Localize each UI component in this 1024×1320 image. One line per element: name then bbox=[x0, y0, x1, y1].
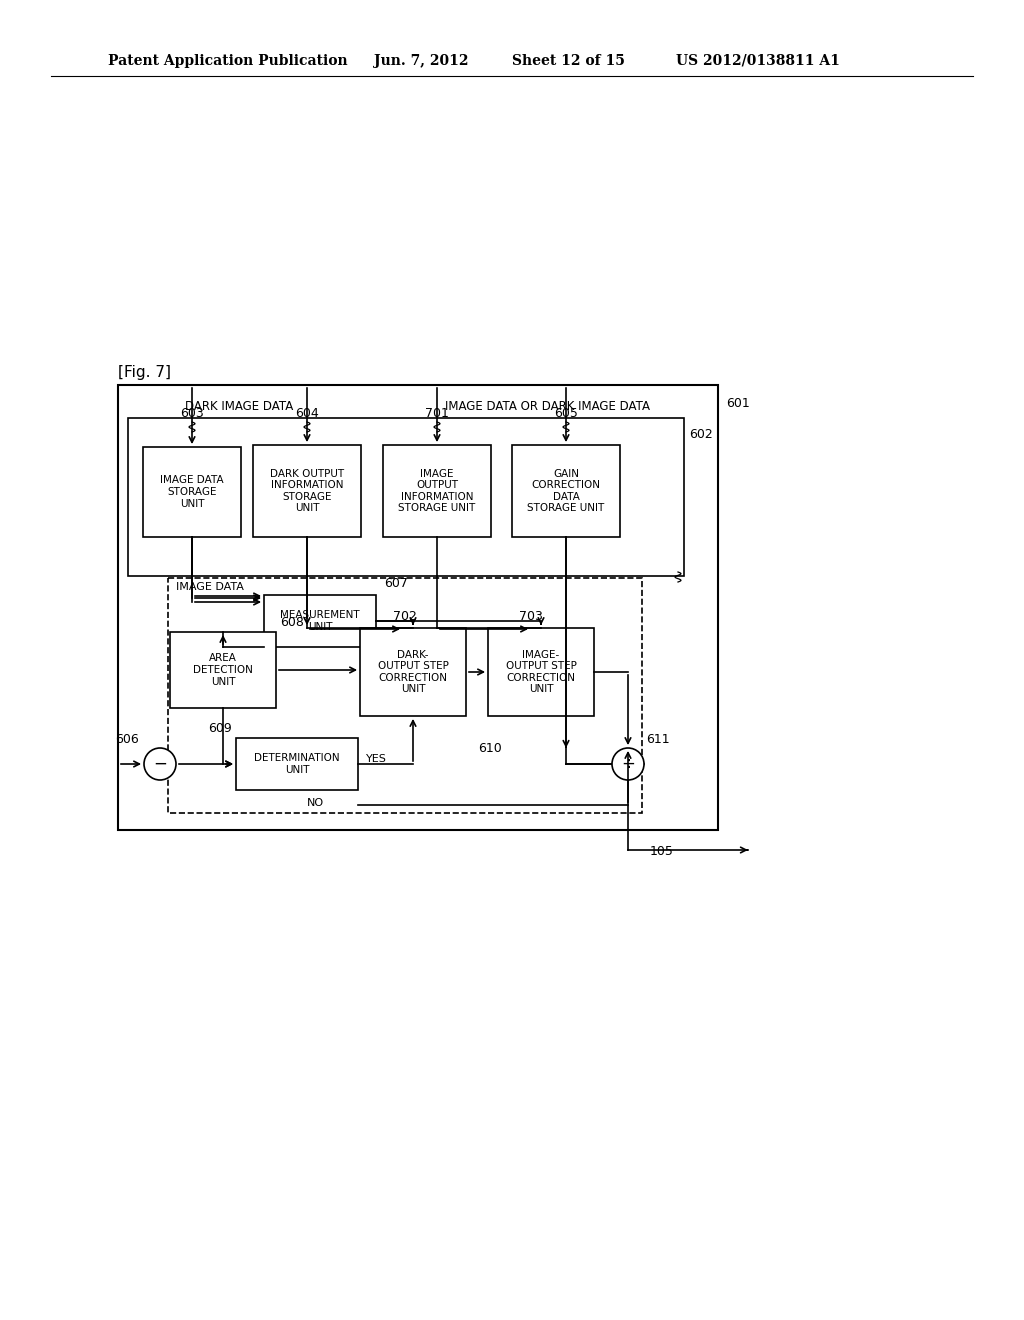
Text: 606: 606 bbox=[116, 733, 139, 746]
Text: Patent Application Publication: Patent Application Publication bbox=[108, 54, 347, 69]
Text: DARK-
OUTPUT STEP
CORRECTION
UNIT: DARK- OUTPUT STEP CORRECTION UNIT bbox=[378, 649, 449, 694]
Text: DARK OUTPUT
INFORMATION
STORAGE
UNIT: DARK OUTPUT INFORMATION STORAGE UNIT bbox=[270, 469, 344, 513]
Text: IMAGE DATA OR DARK IMAGE DATA: IMAGE DATA OR DARK IMAGE DATA bbox=[445, 400, 650, 413]
Text: 603: 603 bbox=[180, 407, 204, 420]
Text: 105: 105 bbox=[650, 845, 674, 858]
Text: −: − bbox=[153, 755, 167, 774]
Text: 702: 702 bbox=[393, 610, 417, 623]
Bar bbox=[360, 628, 466, 715]
Text: DETERMINATION
UNIT: DETERMINATION UNIT bbox=[254, 754, 340, 775]
Text: YES: YES bbox=[366, 754, 387, 764]
Text: 703: 703 bbox=[519, 610, 543, 623]
Bar bbox=[236, 738, 358, 789]
Bar bbox=[170, 632, 276, 708]
Text: IMAGE DATA
STORAGE
UNIT: IMAGE DATA STORAGE UNIT bbox=[160, 475, 224, 508]
Circle shape bbox=[144, 748, 176, 780]
Bar bbox=[264, 595, 376, 647]
Text: 608: 608 bbox=[280, 616, 304, 630]
Text: 609: 609 bbox=[208, 722, 232, 735]
Bar bbox=[118, 385, 718, 830]
Text: 605: 605 bbox=[554, 407, 578, 420]
Text: 604: 604 bbox=[295, 407, 318, 420]
Bar bbox=[512, 445, 620, 537]
Text: 610: 610 bbox=[478, 742, 502, 755]
Text: [Fig. 7]: [Fig. 7] bbox=[118, 366, 171, 380]
Bar bbox=[488, 628, 594, 715]
Text: GAIN
CORRECTION
DATA
STORAGE UNIT: GAIN CORRECTION DATA STORAGE UNIT bbox=[527, 469, 604, 513]
Text: IMAGE
OUTPUT
INFORMATION
STORAGE UNIT: IMAGE OUTPUT INFORMATION STORAGE UNIT bbox=[398, 469, 475, 513]
Text: MEASUREMENT
UNIT: MEASUREMENT UNIT bbox=[281, 610, 359, 632]
Text: 607: 607 bbox=[384, 577, 408, 590]
Text: ÷: ÷ bbox=[622, 755, 635, 774]
Bar bbox=[383, 445, 490, 537]
Bar bbox=[253, 445, 361, 537]
Text: DARK IMAGE DATA: DARK IMAGE DATA bbox=[185, 400, 293, 413]
Bar bbox=[143, 447, 241, 537]
Text: Sheet 12 of 15: Sheet 12 of 15 bbox=[512, 54, 625, 69]
Text: 602: 602 bbox=[689, 428, 713, 441]
Text: US 2012/0138811 A1: US 2012/0138811 A1 bbox=[676, 54, 840, 69]
Text: NO: NO bbox=[307, 799, 325, 808]
Text: 701: 701 bbox=[425, 407, 449, 420]
Text: IMAGE DATA: IMAGE DATA bbox=[176, 582, 244, 591]
Bar bbox=[168, 578, 642, 813]
Bar bbox=[128, 418, 684, 576]
Text: Jun. 7, 2012: Jun. 7, 2012 bbox=[374, 54, 469, 69]
Text: AREA
DETECTION
UNIT: AREA DETECTION UNIT bbox=[194, 653, 253, 686]
Text: 611: 611 bbox=[646, 733, 670, 746]
Text: 601: 601 bbox=[726, 397, 750, 411]
Circle shape bbox=[612, 748, 644, 780]
Text: IMAGE-
OUTPUT STEP
CORRECTION
UNIT: IMAGE- OUTPUT STEP CORRECTION UNIT bbox=[506, 649, 577, 694]
